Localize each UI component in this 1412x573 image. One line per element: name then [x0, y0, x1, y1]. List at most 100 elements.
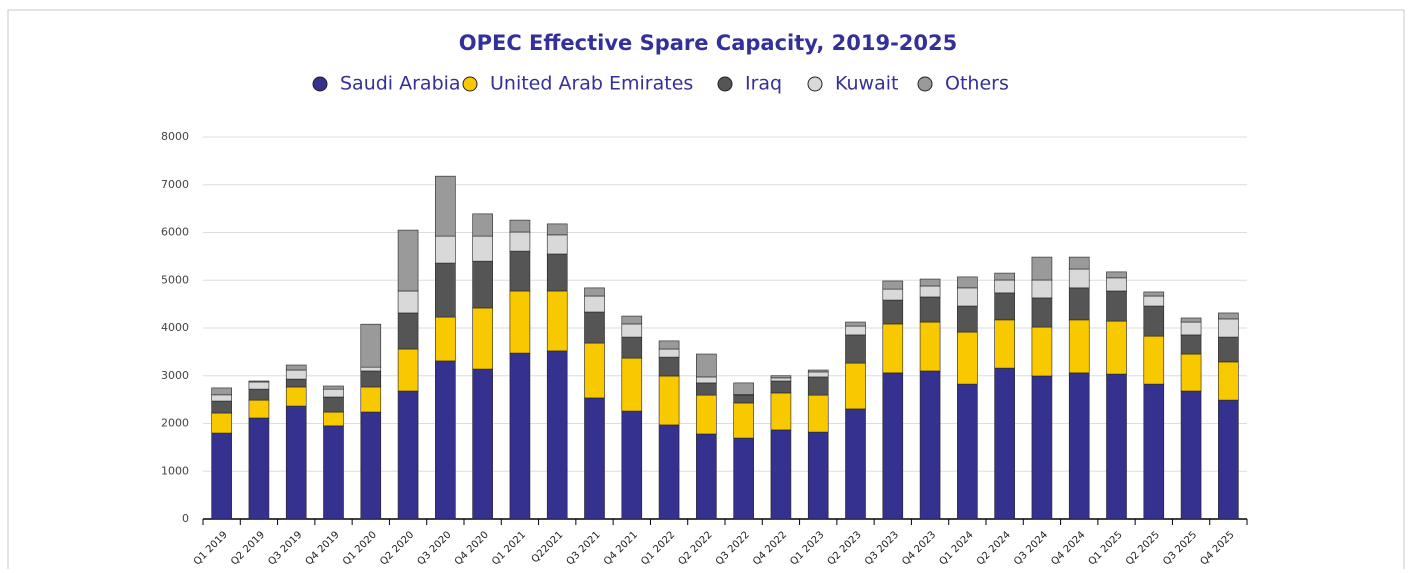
- bar-segment: [920, 371, 940, 519]
- bar-segment: [995, 273, 1015, 280]
- y-tick-label: 0: [182, 512, 189, 525]
- bar-segment: [547, 351, 567, 519]
- bar-segment: [771, 430, 791, 519]
- bar-segment: [324, 412, 344, 426]
- y-tick-label: 2000: [161, 417, 189, 430]
- bar-segment: [249, 381, 269, 382]
- bar-segment: [547, 291, 567, 351]
- legend-label: United Arab Emirates: [490, 73, 693, 95]
- bar-segment: [585, 288, 605, 296]
- bar-segment: [883, 300, 903, 324]
- bar-segment: [771, 378, 791, 381]
- bar-segment: [435, 317, 455, 361]
- bar-segment: [622, 316, 642, 324]
- bar-segment: [585, 296, 605, 312]
- bar-segment: [1069, 269, 1089, 288]
- bar-segment: [957, 384, 977, 519]
- bar-segment: [398, 391, 418, 519]
- bar-segment: [286, 406, 306, 519]
- bar-segment: [286, 387, 306, 406]
- bar-segment: [547, 235, 567, 254]
- bar-segment: [398, 313, 418, 349]
- bar-segment: [473, 236, 493, 261]
- bar-segment: [286, 370, 306, 379]
- bar-segment: [286, 365, 306, 370]
- legend-swatch: [918, 77, 932, 91]
- bar-segment: [547, 254, 567, 291]
- bar-segment: [995, 293, 1015, 320]
- bar-segment: [622, 324, 642, 337]
- y-tick-label: 8000: [161, 130, 189, 143]
- bar-segment: [771, 393, 791, 430]
- legend-label: Others: [945, 73, 1009, 95]
- bar-segment: [920, 297, 940, 322]
- bar-segment: [622, 358, 642, 411]
- bar-segment: [286, 379, 306, 387]
- legend-label: Iraq: [745, 73, 782, 95]
- bar-segment: [585, 343, 605, 398]
- bar-segment: [361, 371, 381, 387]
- bar-segment: [734, 383, 754, 395]
- bar-segment: [1218, 337, 1238, 362]
- bar-segment: [1144, 296, 1164, 306]
- y-tick-label: 3000: [161, 369, 189, 382]
- bar-segment: [361, 412, 381, 519]
- bar-segment: [846, 322, 866, 326]
- bar-segment: [846, 409, 866, 519]
- bar-segment: [510, 220, 530, 232]
- bar-segment: [696, 377, 716, 383]
- bar-segment: [361, 387, 381, 412]
- bar-segment: [1181, 318, 1201, 322]
- bar-segment: [696, 395, 716, 434]
- legend-swatch: [718, 77, 732, 91]
- bar-segment: [1107, 291, 1127, 321]
- bar-segment: [808, 372, 828, 377]
- bar-segment: [510, 353, 530, 519]
- bar-segment: [361, 367, 381, 371]
- legend-swatch: [313, 77, 327, 91]
- y-tick-label: 6000: [161, 226, 189, 239]
- bar-segment: [957, 332, 977, 384]
- bar-segment: [1218, 400, 1238, 519]
- legend-label: Saudi Arabia: [340, 73, 461, 95]
- bar-segment: [808, 432, 828, 519]
- bar-segment: [435, 361, 455, 519]
- bar-segment: [771, 376, 791, 378]
- bar-segment: [1218, 313, 1238, 319]
- bar-segment: [249, 382, 269, 389]
- bar-segment: [883, 281, 903, 289]
- bar-segment: [1144, 384, 1164, 519]
- bar-segment: [473, 214, 493, 236]
- bar-segment: [1032, 327, 1052, 376]
- chart-title: OPEC Effective Spare Capacity, 2019-2025: [459, 31, 958, 55]
- bar-segment: [435, 263, 455, 317]
- bar-segment: [1069, 373, 1089, 519]
- bar-segment: [1032, 280, 1052, 298]
- bar-segment: [883, 289, 903, 300]
- bar-segment: [846, 335, 866, 363]
- bar-segment: [696, 383, 716, 395]
- bar-segment: [995, 280, 1015, 293]
- bar-segment: [696, 434, 716, 519]
- bar-segment: [324, 386, 344, 389]
- legend-label: Kuwait: [835, 73, 898, 95]
- bar-segment: [622, 411, 642, 519]
- bar-segment: [771, 381, 791, 393]
- bar-segment: [995, 368, 1015, 519]
- bar-segment: [398, 349, 418, 391]
- bar-segment: [510, 232, 530, 251]
- bar-segment: [324, 389, 344, 397]
- bar-segment: [1181, 354, 1201, 391]
- bar-segment: [1107, 278, 1127, 291]
- bar-segment: [1107, 321, 1127, 374]
- bar-segment: [1144, 292, 1164, 296]
- bar-segment: [920, 279, 940, 286]
- bar-segment: [585, 312, 605, 343]
- bar-segment: [1107, 374, 1127, 519]
- bar-segment: [473, 369, 493, 519]
- bar-segment: [808, 370, 828, 372]
- bar-segment: [734, 438, 754, 519]
- bar-segment: [585, 398, 605, 519]
- y-tick-label: 1000: [161, 464, 189, 477]
- bar-segment: [957, 288, 977, 306]
